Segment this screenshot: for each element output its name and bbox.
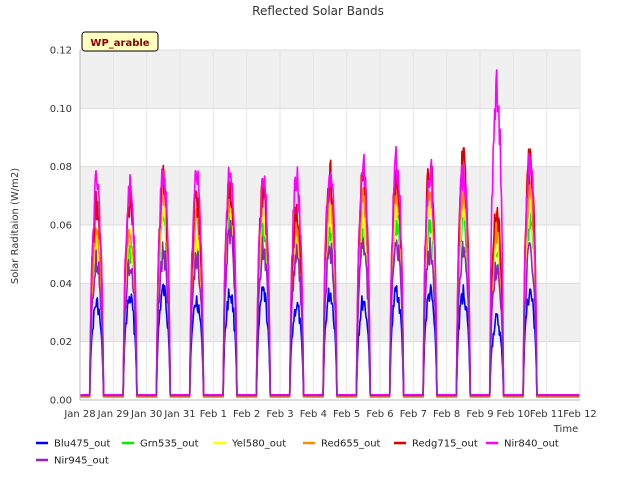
y-tick-label: 0.06 <box>50 221 72 232</box>
x-tick-label: Feb 1 <box>200 409 227 420</box>
x-tick-label: Jan 30 <box>130 409 162 420</box>
x-tick-label: Feb 3 <box>266 409 293 420</box>
y-tick-label: 0.04 <box>50 279 72 290</box>
x-tick-label: Feb 12 <box>563 409 597 420</box>
x-tick-label: Feb 7 <box>400 409 427 420</box>
x-tick-label: Feb 5 <box>333 409 360 420</box>
x-tick-label: Feb 6 <box>366 409 393 420</box>
legend-label: Yel580_out <box>231 439 286 450</box>
x-tick-label: Jan 31 <box>163 409 195 420</box>
chart-title: Reflected Solar Bands <box>252 4 384 18</box>
legend-label: Nir945_out <box>54 456 109 467</box>
plot-band <box>80 50 580 109</box>
x-tick-label: Feb 2 <box>233 409 260 420</box>
axes: 0.00 0.02 0.04 0.06 0.08 0.10 0.12 Jan 28 Jan 29… <box>50 46 597 421</box>
x-tick-label: Feb 11 <box>530 409 564 420</box>
site-badge: WP_arable <box>81 31 159 52</box>
y-axis-title: Solar Raditaion (W/m2) <box>10 168 21 284</box>
series-line-nir945-out <box>79 219 580 397</box>
legend-label: Grn535_out <box>140 439 199 450</box>
y-tick-label: 0.00 <box>50 396 72 407</box>
series-line-nir840-out <box>79 69 580 396</box>
site-badge-label: WP_arable <box>90 38 149 49</box>
x-tick-label: Feb 8 <box>433 409 460 420</box>
y-tick-label: 0.08 <box>50 162 72 173</box>
x-tick-label: Feb 9 <box>466 409 493 420</box>
series-lines <box>79 69 580 398</box>
y-tick-label: 0.10 <box>50 104 72 115</box>
x-tick-label: Feb 4 <box>300 409 327 420</box>
x-tick-label: Jan 29 <box>97 409 129 420</box>
series-line-blu475-out <box>79 283 580 397</box>
legend: Blu475_out Grn535_out Yel580_out Red655_out… <box>36 439 559 467</box>
x-tick-label: Feb 10 <box>497 409 531 420</box>
legend-label: Red655_out <box>321 439 381 450</box>
legend-label: Blu475_out <box>54 439 111 450</box>
legend-label: Nir840_out <box>504 439 559 450</box>
site-badge-box <box>81 31 159 52</box>
legend-label: Redg715_out <box>412 439 478 450</box>
y-tick-label: 0.02 <box>50 337 72 348</box>
plot-band <box>80 283 580 342</box>
x-axis-title: Time <box>553 424 578 435</box>
y-tick-label: 0.12 <box>50 46 72 57</box>
x-tick-label: Jan 28 <box>63 409 95 420</box>
